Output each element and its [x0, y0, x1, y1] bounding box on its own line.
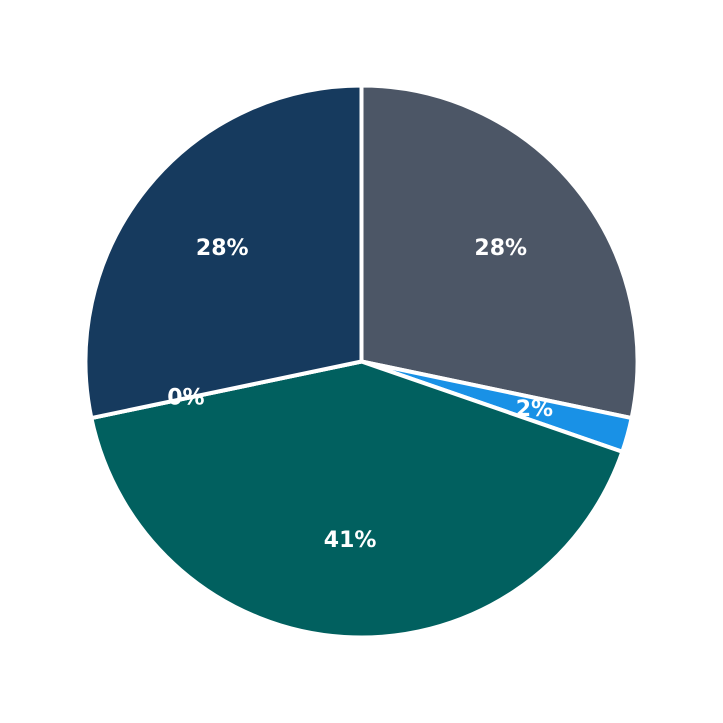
slice-label-slate: 28% [474, 236, 527, 261]
slice-label-zero: 0% [167, 386, 204, 411]
pie-slice-navy [83, 83, 364, 421]
pie-slice-slate [359, 83, 640, 421]
slice-label-navy: 28% [196, 236, 249, 261]
slice-label-blue: 2% [516, 397, 553, 422]
slice-label-teal: 41% [324, 528, 377, 553]
pie-slice-teal [89, 359, 625, 640]
